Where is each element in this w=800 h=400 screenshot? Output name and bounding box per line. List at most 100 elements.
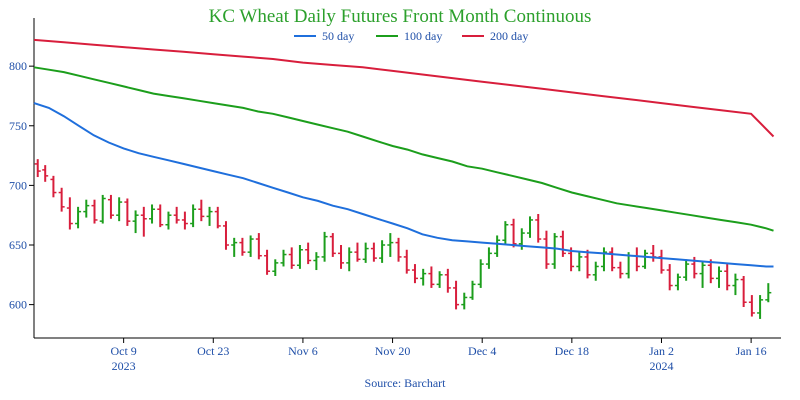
ohlc-bar [305, 242, 312, 265]
ohlc-bar [683, 259, 690, 281]
ohlc-bar [42, 165, 49, 182]
y-tick-label: 750 [9, 119, 27, 133]
ohlc-bar [535, 214, 542, 243]
ohlc-bar [485, 247, 492, 269]
x-tick-year-label: 2023 [112, 359, 136, 373]
ohlc-bar [264, 249, 271, 275]
ohlc-bar [617, 261, 624, 279]
ohlc-bar [75, 206, 82, 229]
ohlc-bar [247, 235, 254, 257]
ohlc-bar [222, 221, 229, 250]
ohlc-bar [510, 218, 517, 248]
ohlc-bar [346, 247, 353, 272]
y-tick-label: 650 [9, 238, 27, 252]
ohlc-bar [362, 242, 369, 263]
ohlc-bar [592, 261, 599, 281]
ohlc-bar [609, 247, 616, 272]
ohlc-bar [181, 211, 188, 230]
ohlc-bar [715, 266, 722, 288]
ohlc-bar [140, 206, 147, 237]
ohlc-bar [124, 198, 131, 226]
ohlc-bar [272, 259, 279, 276]
ohlc-bar [157, 204, 164, 228]
ohlc-bar [748, 295, 755, 317]
ohlc-bar [658, 249, 665, 274]
ohlc-bar [477, 259, 484, 288]
ohlc-bar [313, 252, 320, 271]
ohlc-bar [444, 268, 451, 293]
ohlc-bar [58, 187, 65, 212]
ohlc-bar [99, 194, 106, 224]
ohlc-bar [231, 237, 238, 257]
ohlc-bars [34, 159, 772, 319]
series-line-100-day [33, 66, 774, 232]
ohlc-bar [91, 199, 98, 224]
ohlc-bar [329, 233, 336, 257]
ohlc-bar [280, 249, 287, 267]
series-line-50-day [33, 102, 774, 268]
ohlc-bar [494, 235, 501, 257]
x-tick-label: Jan 16 [736, 344, 767, 358]
ohlc-bar [576, 252, 583, 272]
y-tick-label: 700 [9, 178, 27, 192]
legend-item: 200 day [462, 29, 528, 43]
chart-source: Source: Barchart [365, 376, 447, 390]
ohlc-bar [338, 245, 345, 269]
ohlc-bar [411, 264, 418, 284]
ohlc-bar [584, 249, 591, 279]
ohlc-bar [633, 247, 640, 272]
legend-label: 50 day [322, 29, 354, 43]
ohlc-bar [288, 247, 295, 269]
ohlc-bar [50, 175, 57, 198]
legend-label: 200 day [490, 29, 528, 43]
ohlc-bar [757, 295, 764, 319]
x-tick-label: Nov 6 [288, 344, 318, 358]
ohlc-bar [674, 273, 681, 291]
x-tick-label: Jan 2 [649, 344, 674, 358]
ohlc-bar [740, 276, 747, 307]
ohlc-bar [650, 245, 657, 262]
ohlc-bar [436, 271, 443, 288]
ohlc-bar [559, 230, 566, 257]
legend-label: 100 day [404, 29, 442, 43]
ohlc-bar [379, 240, 386, 263]
x-tick-label: Oct 23 [197, 344, 229, 358]
ohlc-bar [321, 231, 328, 262]
ohlc-bar [551, 233, 558, 269]
ohlc-bar [642, 249, 649, 269]
ohlc-bar [387, 233, 394, 257]
ohlc-bar [132, 210, 139, 234]
x-tick-label: Dec 18 [555, 344, 589, 358]
ohlc-bar [173, 206, 180, 224]
ohlc-bar [707, 259, 714, 284]
ohlc-bar [296, 245, 303, 269]
legend-item: 100 day [376, 29, 442, 43]
ohlc-bar [600, 247, 607, 272]
ohlc-bar [420, 268, 427, 286]
ohlc-bar [428, 266, 435, 288]
ohlc-bar [214, 206, 221, 229]
ohlc-bar [724, 264, 731, 291]
ohlc-bar [370, 242, 377, 262]
y-tick-label: 600 [9, 298, 27, 312]
ohlc-bar [165, 211, 172, 230]
legend-item: 50 day [294, 29, 354, 43]
ohlc-bar [699, 260, 706, 288]
ohlc-bar [206, 206, 213, 226]
ohlc-bar [666, 264, 673, 291]
ohlc-bar [239, 237, 246, 256]
x-tick-label: Nov 20 [375, 344, 411, 358]
ohlc-bar [198, 199, 205, 222]
ohlc-bar [527, 216, 534, 238]
ohlc-bar [765, 283, 772, 303]
ohlc-bar [354, 242, 361, 262]
x-tick-label: Dec 4 [468, 344, 496, 358]
moving-average-lines [33, 38, 775, 268]
ohlc-bar [453, 280, 460, 310]
y-tick-label: 800 [9, 59, 27, 73]
ohlc-bar [83, 199, 90, 218]
ohlc-bar [502, 221, 509, 245]
x-tick-year-label: 2024 [649, 359, 673, 373]
